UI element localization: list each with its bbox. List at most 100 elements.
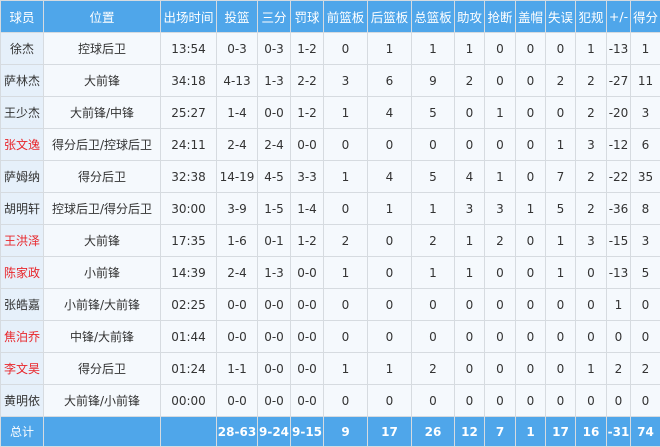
stat-cell: 14-19 [216, 160, 258, 193]
player-name[interactable]: 萨林杰 [0, 64, 44, 97]
stat-cell: 0 [323, 128, 368, 161]
stat-cell: 0 [367, 320, 412, 353]
stat-cell: 控球后卫/得分后卫 [43, 192, 161, 225]
stat-cell: 0 [515, 32, 546, 65]
player-name[interactable]: 李文昊 [0, 352, 44, 385]
column-header[interactable]: 失误 [545, 0, 576, 33]
column-header[interactable]: 总篮板 [411, 0, 455, 33]
column-header[interactable]: 出场时间 [160, 0, 217, 33]
stat-cell: 3 [575, 224, 607, 257]
total-cell: 74 [630, 416, 660, 447]
stat-cell: -27 [606, 64, 631, 97]
player-name[interactable]: 徐杰 [0, 32, 44, 65]
stat-cell: 1-1 [216, 352, 258, 385]
stat-cell: 4-13 [216, 64, 258, 97]
stat-cell: 0 [484, 32, 516, 65]
stat-cell: 1 [411, 256, 455, 289]
stat-cell: 1-4 [216, 96, 258, 129]
column-header[interactable]: 前篮板 [323, 0, 368, 33]
player-name[interactable]: 张文逸 [0, 128, 44, 161]
stat-cell: 1 [367, 352, 412, 385]
stat-cell: 4-5 [257, 160, 291, 193]
stat-cell: 0-0 [290, 320, 324, 353]
total-cell: -31 [606, 416, 631, 447]
stat-cell: 2 [411, 352, 455, 385]
stat-cell: 0 [454, 96, 485, 129]
stat-cell: 3 [454, 192, 485, 225]
column-header[interactable]: 得分 [630, 0, 660, 33]
stat-cell: 0 [515, 224, 546, 257]
stat-cell: 2-4 [257, 128, 291, 161]
stat-cell: 3 [484, 192, 516, 225]
stat-cell: -20 [606, 96, 631, 129]
column-header[interactable]: 罚球 [290, 0, 324, 33]
stat-cell: 0-0 [257, 384, 291, 417]
player-name[interactable]: 陈家政 [0, 256, 44, 289]
column-header[interactable]: 球员 [0, 0, 44, 33]
player-name[interactable]: 焦泊乔 [0, 320, 44, 353]
column-header[interactable]: 抢断 [484, 0, 516, 33]
column-header[interactable]: 盖帽 [515, 0, 546, 33]
column-header[interactable]: 位置 [43, 0, 161, 33]
stat-cell: 0-0 [290, 384, 324, 417]
column-header[interactable]: 三分 [257, 0, 291, 33]
column-header[interactable]: 助攻 [454, 0, 485, 33]
stat-cell: 控球后卫 [43, 32, 161, 65]
stat-cell: 3 [630, 224, 660, 257]
column-header[interactable]: +/- [606, 0, 631, 33]
stat-cell: 3-9 [216, 192, 258, 225]
stat-cell: 5 [630, 256, 660, 289]
player-name[interactable]: 王洪泽 [0, 224, 44, 257]
stat-cell: 2 [575, 64, 607, 97]
stat-cell: -22 [606, 160, 631, 193]
player-row: 王洪泽 大前锋 17:35 1-6 0-1 1-2 2 0 2 1 2 0 1 3 -15 3 [0, 224, 660, 257]
stat-cell: 32:38 [160, 160, 217, 193]
stat-cell: 1 [367, 192, 412, 225]
stat-cell: 8 [630, 192, 660, 225]
stat-cell: 得分后卫 [43, 352, 161, 385]
total-cell: 9-24 [257, 416, 291, 447]
stat-cell: -13 [606, 256, 631, 289]
stat-cell: 0 [367, 224, 412, 257]
player-name[interactable]: 王少杰 [0, 96, 44, 129]
stat-cell: 0 [323, 32, 368, 65]
stat-cell: 大前锋/中锋 [43, 96, 161, 129]
total-cell [160, 416, 217, 447]
player-name[interactable]: 黄明依 [0, 384, 44, 417]
stat-cell: 0 [515, 256, 546, 289]
stat-cell: 35 [630, 160, 660, 193]
stat-cell: 0-0 [216, 288, 258, 321]
total-cell: 9 [323, 416, 368, 447]
stat-cell: 2-4 [216, 128, 258, 161]
stat-cell: 得分后卫 [43, 160, 161, 193]
player-name[interactable]: 萨姆纳 [0, 160, 44, 193]
stat-cell: 2 [630, 352, 660, 385]
stat-cell: 0 [323, 192, 368, 225]
player-row: 李文昊 得分后卫 01:24 1-1 0-0 0-0 1 1 2 0 0 0 0 1 2 2 [0, 352, 660, 385]
player-row: 张文逸 得分后卫/控球后卫 24:11 2-4 2-4 0-0 0 0 0 0 0 0 1 3 -12 6 [0, 128, 660, 161]
total-cell: 28-63 [216, 416, 258, 447]
player-row: 焦泊乔 中锋/大前锋 01:44 0-0 0-0 0-0 0 0 0 0 0 0 0 0 0 0 [0, 320, 660, 353]
stat-cell: 0 [411, 288, 455, 321]
stat-cell: 13:54 [160, 32, 217, 65]
stat-cell: 0 [630, 384, 660, 417]
player-name[interactable]: 张皓嘉 [0, 288, 44, 321]
stat-cell: 0-0 [257, 96, 291, 129]
column-header[interactable]: 后篮板 [367, 0, 412, 33]
stat-cell: 0 [484, 320, 516, 353]
stat-cell: 01:44 [160, 320, 217, 353]
stat-cell: 25:27 [160, 96, 217, 129]
player-name[interactable]: 胡明轩 [0, 192, 44, 225]
stat-cell: 1 [545, 128, 576, 161]
stat-cell: 1 [323, 352, 368, 385]
stat-cell: 0 [515, 288, 546, 321]
stat-cell: 0-0 [257, 320, 291, 353]
stat-cell: 1 [411, 192, 455, 225]
stat-cell: 1 [606, 288, 631, 321]
stat-cell: 2 [606, 352, 631, 385]
total-label: 总计 [0, 416, 44, 447]
column-header[interactable]: 犯规 [575, 0, 607, 33]
column-header[interactable]: 投篮 [216, 0, 258, 33]
stat-cell: 2 [545, 64, 576, 97]
